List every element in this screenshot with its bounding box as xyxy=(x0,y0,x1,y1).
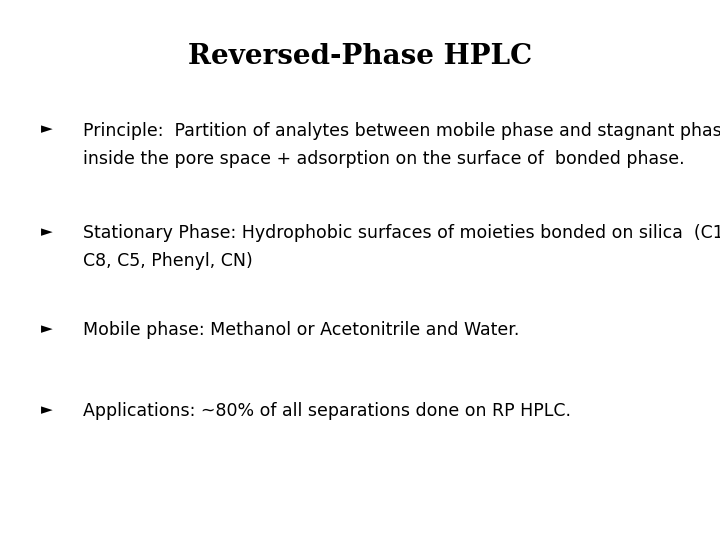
Text: Applications: ~80% of all separations done on RP HPLC.: Applications: ~80% of all separations do… xyxy=(83,402,571,420)
Text: inside the pore space + adsorption on the surface of  bonded phase.: inside the pore space + adsorption on th… xyxy=(83,150,685,167)
Text: Mobile phase: Methanol or Acetonitrile and Water.: Mobile phase: Methanol or Acetonitrile a… xyxy=(83,321,519,339)
Text: ►: ► xyxy=(41,224,53,239)
Text: C8, C5, Phenyl, CN): C8, C5, Phenyl, CN) xyxy=(83,252,253,270)
Text: ►: ► xyxy=(41,122,53,137)
Text: Stationary Phase: Hydrophobic surfaces of moieties bonded on silica  (C18,: Stationary Phase: Hydrophobic surfaces o… xyxy=(83,224,720,242)
Text: ►: ► xyxy=(41,402,53,417)
Text: Principle:  Partition of analytes between mobile phase and stagnant phase: Principle: Partition of analytes between… xyxy=(83,122,720,139)
Text: ►: ► xyxy=(41,321,53,336)
Text: Reversed-Phase HPLC: Reversed-Phase HPLC xyxy=(188,43,532,70)
